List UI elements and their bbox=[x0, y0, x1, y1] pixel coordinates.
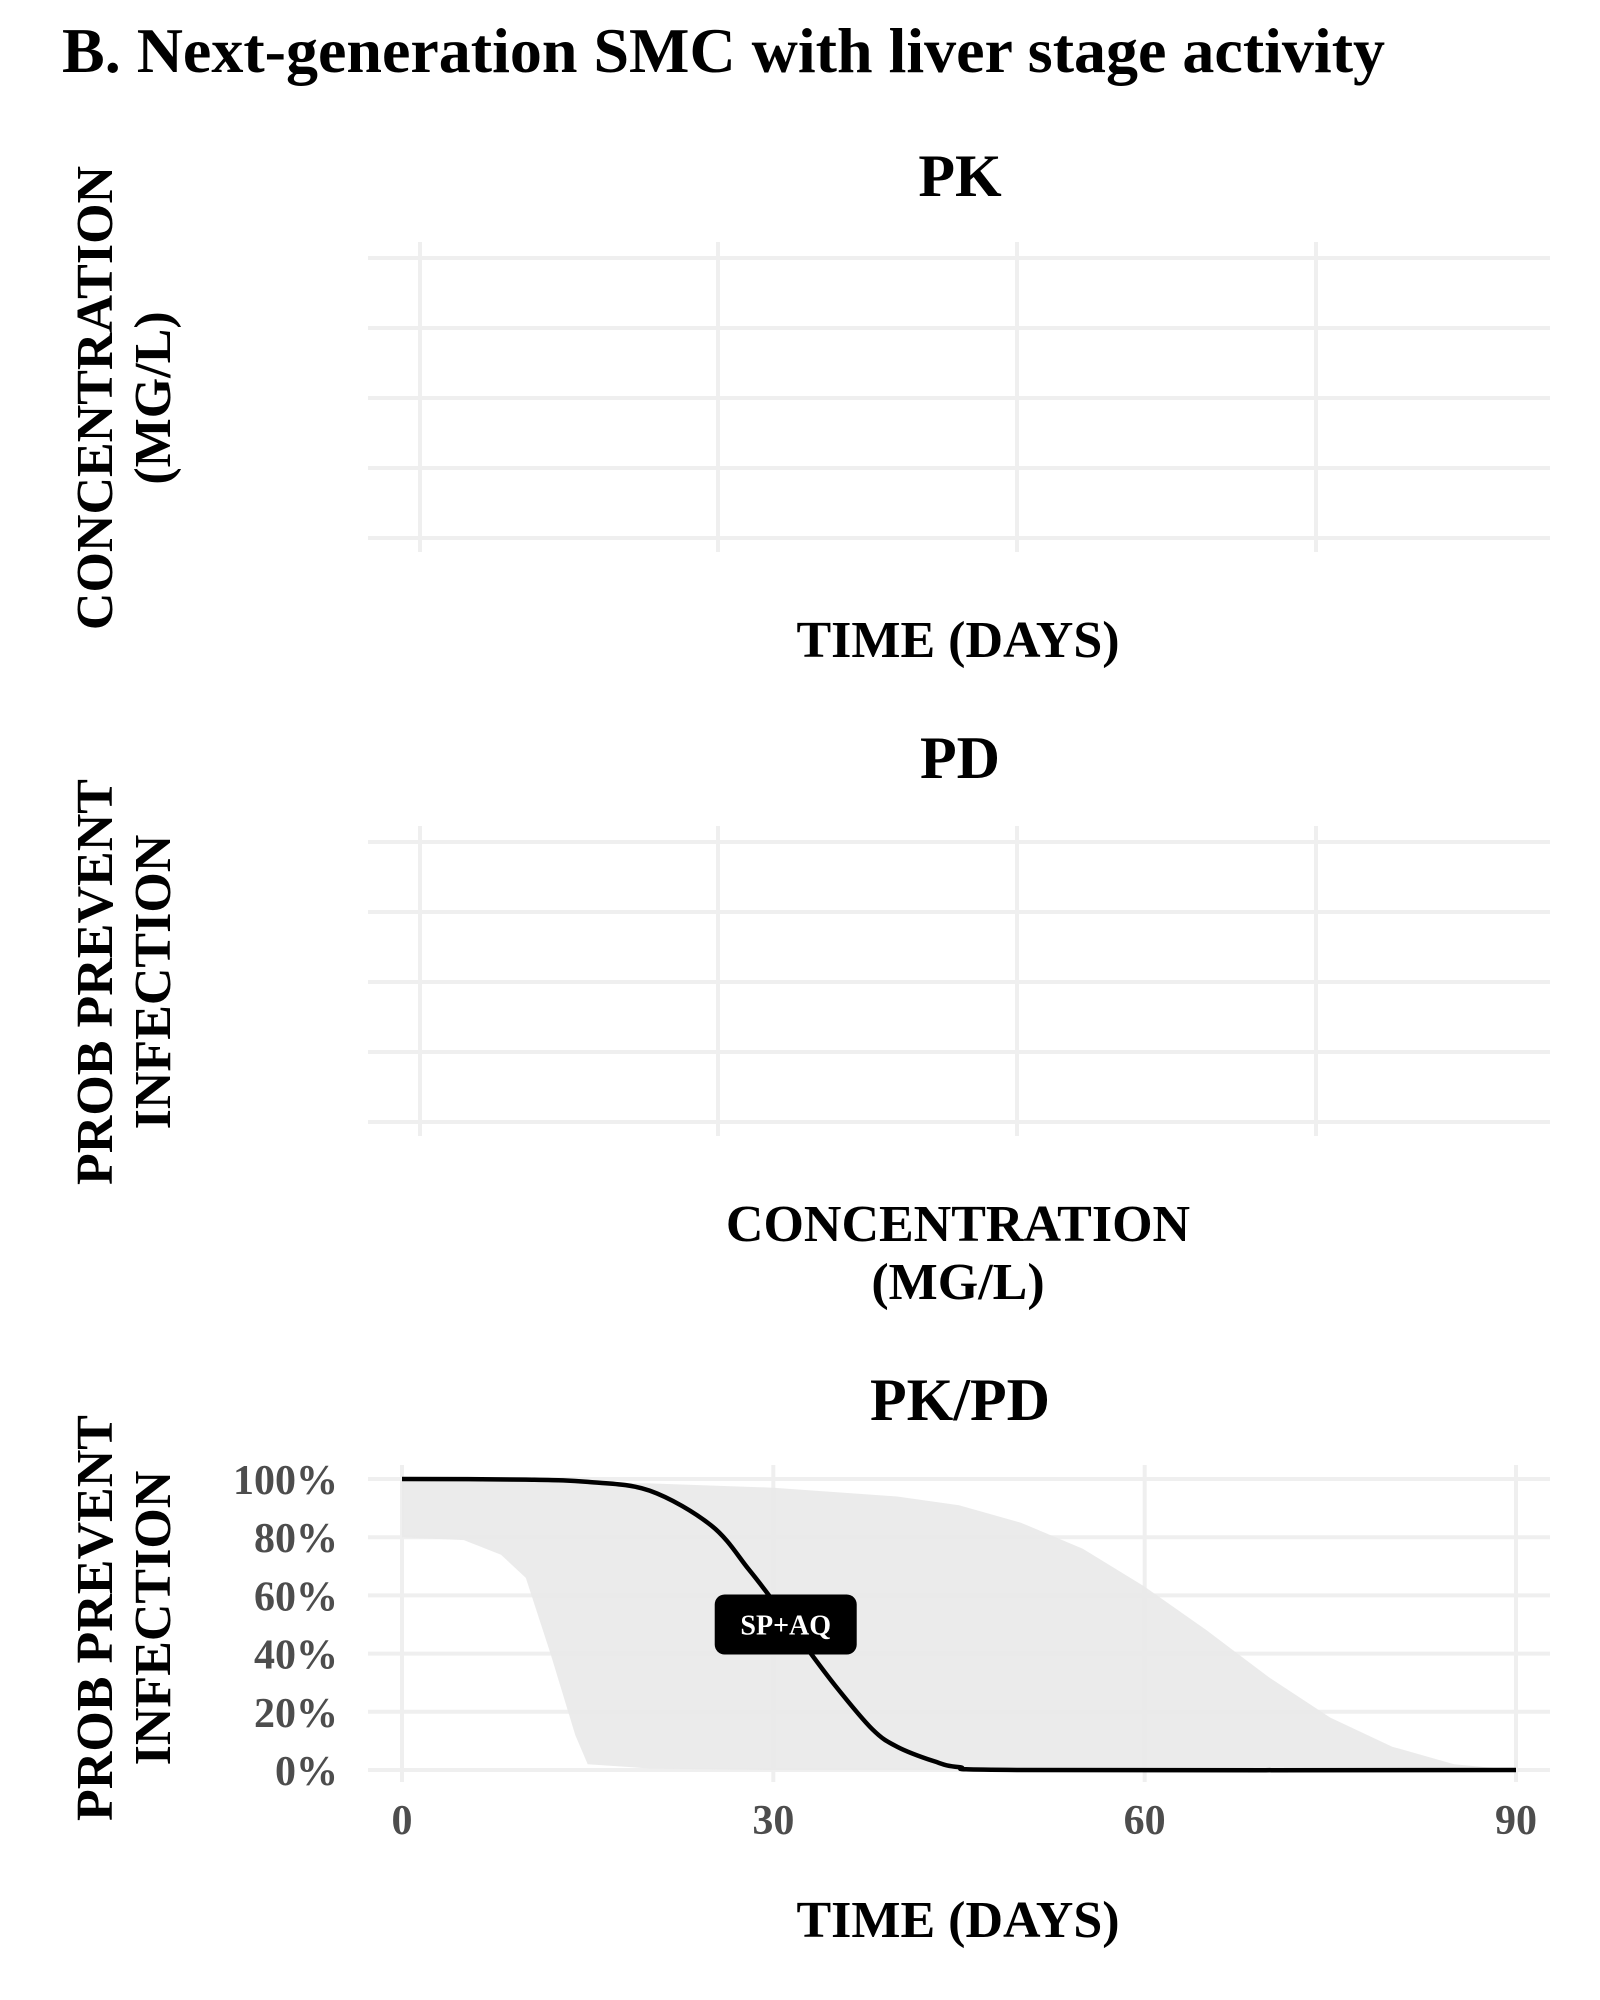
pkpd-y-tick-label: 40% bbox=[254, 1633, 338, 1679]
pd-x-axis-label-line1: CONCENTRATION bbox=[725, 1196, 1191, 1253]
figure-title: B. Next-generation SMC with liver stage … bbox=[62, 15, 1385, 86]
pkpd-series-label: SP+AQ bbox=[714, 1594, 857, 1655]
pkpd-sp-aq-line bbox=[401, 1476, 1517, 1773]
pkpd-series-label-text: SP+AQ bbox=[740, 1611, 831, 1642]
pkpd-x-tick-label: 60 bbox=[1124, 1798, 1166, 1844]
pkpd-x-tick-label: 30 bbox=[752, 1798, 794, 1844]
pkpd-x-axis-label: TIME (DAYS) bbox=[796, 1892, 1120, 1949]
pkpd-series-label-box bbox=[714, 1594, 857, 1655]
pk-panel-title: PK bbox=[918, 143, 1002, 209]
pkpd-y-tick-label: 60% bbox=[254, 1574, 338, 1620]
pkpd-x-tick-label: 90 bbox=[1495, 1798, 1537, 1844]
pd-x-axis-label: CONCENTRATION (MG/L) bbox=[508, 1196, 1408, 1312]
pkpd-y-tick-label: 20% bbox=[254, 1691, 338, 1737]
pk-x-axis-label: TIME (DAYS) bbox=[796, 612, 1120, 669]
pd-x-axis-label-line2: (MG/L) bbox=[871, 1254, 1045, 1311]
pkpd-y-tick-label: 0% bbox=[275, 1749, 338, 1795]
pkpd-y-tick-label: 100% bbox=[233, 1458, 338, 1504]
pkpd-panel-title: PK/PD bbox=[870, 1367, 1050, 1433]
pkpd-uncertainty-band bbox=[402, 1479, 1516, 1770]
pkpd-x-tick-label: 0 bbox=[392, 1798, 413, 1844]
pkpd-y-tick-label: 80% bbox=[254, 1516, 338, 1562]
pd-panel-title: PD bbox=[920, 725, 1000, 791]
